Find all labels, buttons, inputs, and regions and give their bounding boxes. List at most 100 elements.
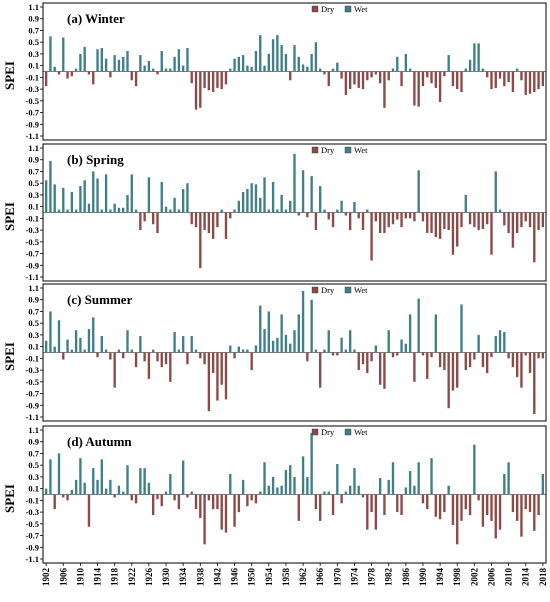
bar-2003 (477, 212, 480, 231)
bar-2017 (537, 212, 540, 231)
bar-2013 (520, 212, 523, 228)
y-tick-label: 0.1 (28, 484, 39, 494)
bar-2007 (494, 171, 497, 213)
bar-1950 (250, 183, 253, 213)
bar-1904 (53, 346, 56, 353)
bar-1966 (319, 186, 322, 213)
bar-1959 (289, 343, 292, 353)
y-tick-label: -0.7 (26, 389, 40, 399)
bar-2013 (520, 71, 523, 81)
bar-1920 (122, 491, 125, 495)
y-tick-label: 1.1 (28, 143, 39, 153)
bar-1938 (199, 71, 202, 108)
bar-1964 (310, 53, 313, 72)
bar-1929 (160, 182, 163, 213)
bar-1925 (143, 65, 146, 72)
bar-1962 (301, 456, 305, 495)
bar-1968 (327, 491, 330, 495)
bar-1957 (280, 314, 283, 353)
bar-1950 (250, 494, 253, 501)
bar-1948 (241, 191, 245, 213)
bar-1928 (156, 352, 159, 362)
bar-1937 (194, 71, 198, 110)
bar-1979 (374, 345, 378, 353)
bar-1936 (190, 71, 193, 84)
bar-1905 (57, 453, 61, 495)
bar-1922 (130, 349, 133, 353)
y-tick-label: -0.3 (26, 84, 39, 94)
legend-swatch-wet (344, 5, 352, 13)
bar-1918 (113, 55, 116, 72)
bar-2009 (503, 473, 506, 495)
bar-1929 (160, 50, 163, 72)
panel-1: 1.1 0.90.7 0.5 0.3 0.1-0.1 -0.3 -0.5 -0.7-0.9 -1… (2, 143, 547, 282)
bar-2017 (537, 494, 540, 516)
bar-1905 (57, 320, 61, 353)
bar-1912 (87, 203, 91, 213)
bar-1977 (366, 352, 369, 374)
bar-1904 (53, 494, 56, 510)
bar-1993 (434, 212, 437, 238)
bar-1930 (164, 352, 168, 365)
panel-title: (c) Summer (67, 292, 133, 307)
legend-label-dry: Dry (321, 145, 335, 155)
bar-1972 (344, 349, 348, 353)
bar-1986 (404, 487, 408, 495)
x-tick-label: 2014 (521, 568, 531, 587)
bar-1915 (100, 336, 103, 353)
bar-1949 (246, 189, 249, 213)
bar-2002 (473, 212, 476, 228)
bar-1925 (143, 352, 146, 362)
bar-2006 (490, 352, 493, 358)
bar-1978 (370, 71, 373, 78)
y-tick-label: 0.5 (28, 318, 39, 328)
bar-2012 (515, 68, 519, 72)
bar-2005 (486, 494, 489, 516)
bar-1977 (366, 71, 369, 81)
bar-1915 (100, 209, 103, 213)
bar-2016 (533, 494, 536, 531)
bar-1984 (396, 212, 399, 220)
bar-1961 (297, 56, 300, 72)
bar-1907 (66, 209, 69, 213)
y-tick-label: 0.7 (28, 448, 39, 458)
bar-1964 (310, 176, 313, 213)
bar-1970 (336, 464, 339, 495)
bar-2011 (511, 212, 515, 248)
bar-1949 (246, 349, 249, 353)
bar-1996 (447, 352, 450, 409)
bar-1946 (233, 352, 236, 359)
y-tick-label: 0.3 (28, 49, 39, 59)
bar-2017 (537, 71, 540, 90)
bar-1954 (267, 311, 270, 353)
bar-1968 (327, 330, 330, 353)
bar-1929 (160, 352, 163, 368)
bar-1956 (276, 209, 279, 213)
bar-1912 (87, 329, 91, 353)
bar-1916 (104, 488, 108, 495)
bar-1980 (378, 478, 382, 495)
bar-1988 (413, 212, 416, 222)
bar-1908 (70, 71, 74, 77)
bar-1954 (267, 485, 270, 495)
bar-1916 (104, 349, 108, 353)
bar-2002 (473, 444, 476, 495)
bar-2015 (528, 71, 532, 94)
bar-1914 (96, 49, 99, 72)
bar-1970 (336, 62, 339, 72)
bar-1997 (451, 212, 455, 255)
bar-1920 (122, 56, 125, 72)
bar-1993 (434, 494, 437, 517)
y-tick-label: 0.7 (28, 25, 39, 35)
bar-1939 (203, 212, 206, 231)
legend-swatch-dry (311, 428, 319, 436)
bar-1917 (109, 352, 112, 360)
bar-1907 (66, 71, 69, 79)
bar-1965 (314, 349, 318, 353)
bar-1971 (340, 494, 343, 504)
bar-1937 (194, 212, 198, 228)
bar-1908 (70, 489, 74, 495)
bar-1950 (250, 66, 253, 72)
x-tick-label: 1906 (58, 568, 68, 587)
bar-2001 (468, 59, 472, 72)
